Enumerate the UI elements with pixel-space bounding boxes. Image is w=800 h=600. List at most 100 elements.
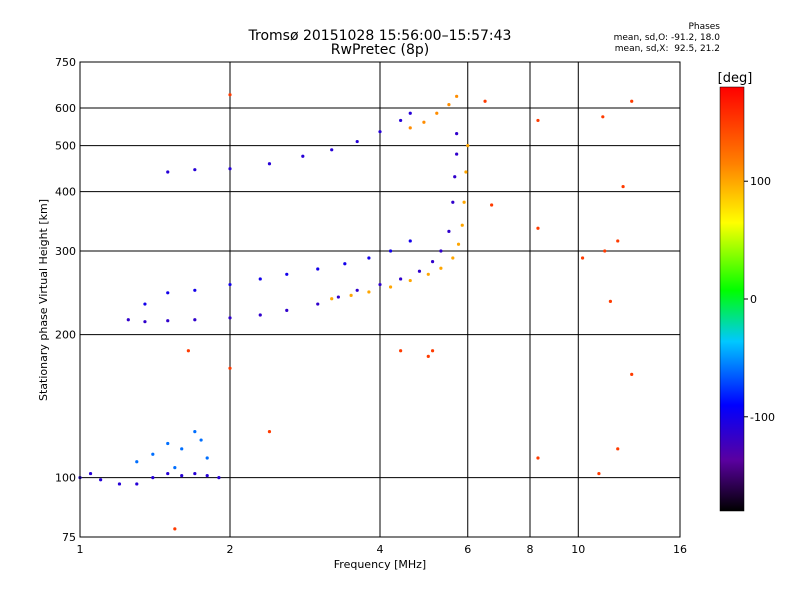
data-point xyxy=(349,293,353,297)
x-tick-label: 4 xyxy=(377,543,384,556)
data-point xyxy=(228,167,232,171)
chart-title: Tromsø 20151028 15:56:00–15:57:43 xyxy=(248,28,512,44)
data-point xyxy=(199,438,203,442)
data-point xyxy=(258,313,262,317)
data-point xyxy=(166,471,170,476)
data-point xyxy=(616,239,620,243)
data-point xyxy=(580,256,585,260)
data-point xyxy=(621,184,625,189)
phases-title: Phases xyxy=(688,22,720,32)
colorbar-ticks: 100 0 -100 xyxy=(744,175,775,424)
data-point xyxy=(601,115,605,119)
data-point xyxy=(330,148,334,152)
data-point xyxy=(408,111,412,115)
data-point xyxy=(355,288,359,292)
x-axis-label: Frequency [MHz] xyxy=(334,558,426,571)
x-tick-label: 2 xyxy=(227,543,234,556)
y-tick-label: 400 xyxy=(55,186,76,199)
data-point xyxy=(99,478,103,482)
data-point xyxy=(608,299,613,303)
data-point xyxy=(330,297,334,301)
data-point xyxy=(228,366,232,370)
data-point xyxy=(228,93,232,97)
data-point xyxy=(143,302,147,306)
data-point xyxy=(367,256,371,260)
data-point xyxy=(462,200,466,204)
x-tick-label: 16 xyxy=(673,543,687,556)
data-point xyxy=(151,452,155,456)
data-point xyxy=(435,111,439,115)
data-point xyxy=(447,229,451,233)
data-point xyxy=(173,527,177,531)
data-point xyxy=(422,120,426,124)
data-point xyxy=(193,471,197,476)
chart-subtitle: RwPretec (8p) xyxy=(330,42,430,58)
data-point xyxy=(126,318,130,322)
data-point xyxy=(228,316,232,320)
data-point xyxy=(536,118,540,123)
data-point xyxy=(180,474,184,478)
data-point xyxy=(173,465,177,470)
data-point xyxy=(151,476,155,480)
data-point xyxy=(417,269,422,273)
data-point xyxy=(460,223,464,227)
data-point xyxy=(455,94,459,98)
data-point xyxy=(193,318,197,322)
data-point xyxy=(408,239,412,243)
data-point xyxy=(464,170,468,174)
data-point xyxy=(388,285,393,289)
grid xyxy=(80,62,680,537)
data-point xyxy=(135,460,139,464)
x-tick-label: 8 xyxy=(527,543,534,556)
data-point xyxy=(388,249,393,253)
data-point xyxy=(603,249,607,253)
data-point xyxy=(536,226,540,230)
data-point xyxy=(453,175,457,179)
y-tick-label: 600 xyxy=(55,102,76,115)
data-point xyxy=(367,290,371,294)
colorbar-tick-label: 0 xyxy=(750,293,757,306)
x-tick-label: 6 xyxy=(464,543,471,556)
data-point xyxy=(630,99,634,103)
y-tick-label: 75 xyxy=(62,531,76,544)
data-point xyxy=(267,162,272,166)
data-point xyxy=(316,267,320,271)
data-point xyxy=(193,430,197,434)
colorbar-label: [deg] xyxy=(718,71,753,86)
data-point xyxy=(180,447,184,451)
x-tick-label: 1 xyxy=(77,543,84,556)
data-point xyxy=(186,349,190,353)
data-point xyxy=(193,288,197,292)
data-point xyxy=(166,319,170,323)
data-point xyxy=(166,441,170,446)
data-point xyxy=(455,132,459,136)
data-point xyxy=(166,291,170,295)
data-point xyxy=(143,320,147,324)
data-point xyxy=(399,118,403,123)
data-point xyxy=(285,308,289,312)
data-point xyxy=(205,474,209,478)
y-axis-ticks: 75 100 200 300 400 500 600 750 xyxy=(55,56,76,544)
data-point xyxy=(490,203,494,207)
data-point xyxy=(426,272,430,276)
y-tick-label: 200 xyxy=(55,329,76,342)
data-points xyxy=(78,93,634,531)
data-point xyxy=(447,103,451,107)
data-point xyxy=(378,282,382,287)
data-point xyxy=(285,272,289,276)
data-point xyxy=(426,354,430,358)
data-point xyxy=(616,447,620,451)
data-point xyxy=(439,249,443,253)
data-point xyxy=(316,302,320,306)
data-point xyxy=(399,349,403,353)
data-point xyxy=(466,144,470,148)
data-point xyxy=(451,200,455,204)
data-point xyxy=(193,168,197,172)
data-point xyxy=(597,471,601,476)
data-point xyxy=(166,170,170,174)
data-point xyxy=(258,277,262,281)
data-point xyxy=(355,139,359,144)
y-tick-label: 300 xyxy=(55,245,76,258)
phases-x-stats: mean, sd,X: 92.5, 21.2 xyxy=(614,44,720,54)
y-tick-label: 750 xyxy=(55,56,76,69)
